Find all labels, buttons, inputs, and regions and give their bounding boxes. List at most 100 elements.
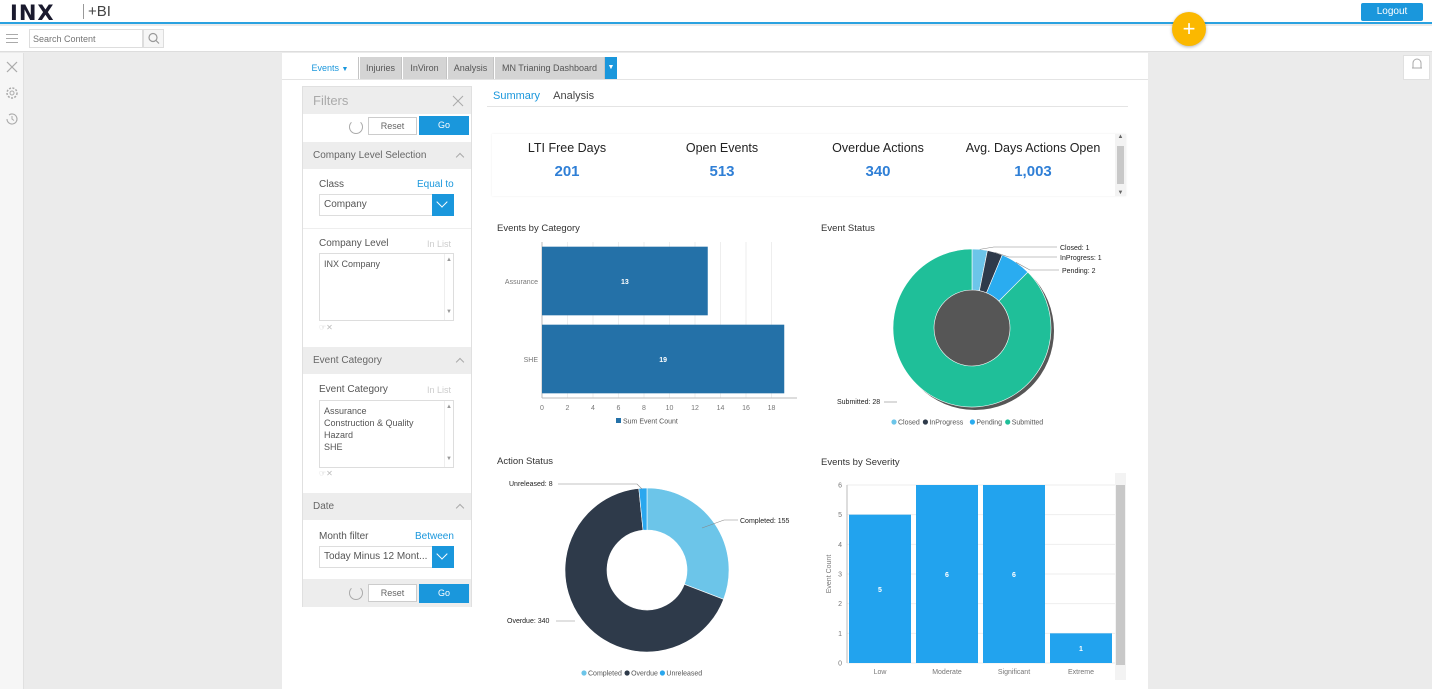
event-category-list[interactable]: Assurance Construction & Quality Hazard … <box>319 400 454 468</box>
class-operator[interactable]: Equal to <box>417 179 454 190</box>
category-label: Extreme <box>1068 669 1094 676</box>
kpi-label: Avg. Days Actions Open <box>965 141 1101 155</box>
company-level-section-header[interactable]: Company Level Selection <box>303 142 471 169</box>
donut-slice <box>646 487 730 600</box>
search-bar <box>0 26 1432 52</box>
search-button[interactable] <box>143 29 164 48</box>
month-filter-operator[interactable]: Between <box>415 531 454 542</box>
category-label: Assurance <box>505 279 538 286</box>
events-by-severity-panel: 0 1 2 3 4 5 6 5 Low 6 Moderate 6 Significant 1 Extreme… <box>817 473 1126 680</box>
logo-divider <box>83 4 84 19</box>
list-item[interactable]: Construction & Quality <box>324 418 414 428</box>
company-level-list[interactable]: INX Company ▲ ▼ <box>319 253 454 321</box>
callout-label: Pending: 2 <box>1062 268 1096 275</box>
tick-label: 10 <box>666 405 674 412</box>
subtab-summary[interactable]: Summary <box>493 90 541 102</box>
bar <box>1050 633 1112 663</box>
data-label: 19 <box>659 357 667 364</box>
legend-label: Closed <box>898 420 920 427</box>
tick-label: 0 <box>838 661 842 668</box>
tabs-more-button[interactable]: ▼ <box>605 57 617 79</box>
tab-injuries[interactable]: Injuries <box>360 57 402 79</box>
legend-swatch <box>616 418 621 423</box>
tab-mn-training-dashboard[interactable]: MN Trianing Dashboard <box>495 57 605 79</box>
callout-label: Submitted: 28 <box>837 399 880 406</box>
refresh-icon[interactable] <box>349 586 363 600</box>
list-item[interactable]: SHE <box>324 442 343 452</box>
reset-button[interactable]: Reset <box>368 584 417 602</box>
event-status-panel: Closed: 1 InProgress: 1 Pending: 2 Submitte… <box>817 240 1126 429</box>
chevron-down-icon[interactable] <box>432 194 454 216</box>
close-icon[interactable] <box>4 59 20 75</box>
go-button[interactable]: Go <box>419 116 469 135</box>
kpi-value: 513 <box>709 163 735 180</box>
kpi-value: 1,003 <box>1014 163 1052 180</box>
list-scrollbar[interactable]: ▲ ▼ <box>444 254 453 320</box>
chart-title: Events by Category <box>497 223 580 234</box>
subtab-analysis[interactable]: Analysis <box>553 90 595 102</box>
list-item[interactable]: INX Company <box>324 259 381 269</box>
month-filter-label: Month filter <box>319 531 369 542</box>
class-select[interactable]: Company <box>319 194 454 216</box>
tab-events[interactable]: Events ▼ <box>302 57 359 79</box>
close-filters-icon[interactable] <box>452 94 464 107</box>
app-logo-suffix: +BI <box>88 3 111 20</box>
divider <box>303 228 471 229</box>
refresh-icon[interactable] <box>349 120 363 134</box>
tabs-divider <box>282 79 1148 80</box>
event-category-operator[interactable]: In List <box>427 385 452 395</box>
list-item[interactable]: Assurance <box>324 406 367 416</box>
date-section-header[interactable]: Date <box>303 493 471 520</box>
callout-label: Unreleased: 8 <box>509 481 553 488</box>
search-input[interactable] <box>29 29 143 48</box>
clear-selection-icon[interactable]: ☞✕ <box>319 469 333 478</box>
list-item[interactable]: Hazard <box>324 430 354 440</box>
callout-line <box>994 252 1057 258</box>
subtab-divider <box>487 106 1128 107</box>
menu-icon[interactable] <box>6 34 18 43</box>
tick-label: 5 <box>838 512 842 519</box>
event-status-chart: Closed: 1 InProgress: 1 Pending: 2 Submitte… <box>837 245 1102 427</box>
category-label: Moderate <box>932 669 962 676</box>
logout-button[interactable]: Logout <box>1361 3 1423 21</box>
history-icon[interactable] <box>4 111 20 127</box>
data-label: 5 <box>878 587 882 594</box>
chevron-down-icon[interactable] <box>432 546 454 568</box>
data-label: 6 <box>1012 572 1016 579</box>
tab-inviron[interactable]: InViron <box>403 57 447 79</box>
add-content-button[interactable]: + <box>1172 12 1206 46</box>
tick-label: 6 <box>617 405 621 412</box>
company-level-operator[interactable]: In List <box>427 239 452 249</box>
kpi-value: 340 <box>865 163 891 180</box>
tick-label: 6 <box>838 483 842 490</box>
legend-marker <box>659 670 665 676</box>
notification-bell-icon[interactable] <box>1403 55 1430 80</box>
list-scrollbar[interactable]: ▲ ▼ <box>444 401 453 467</box>
go-button[interactable]: Go <box>419 584 469 603</box>
chart-title: Events by Severity <box>821 457 900 468</box>
callout-label: Completed: 155 <box>740 518 790 525</box>
bar <box>916 485 978 663</box>
kpi-label: LTI Free Days <box>527 141 607 155</box>
tick-label: 14 <box>717 405 725 412</box>
axis-title: Event Count <box>826 555 833 594</box>
bar <box>849 514 911 663</box>
clear-selection-icon[interactable]: ☞✕ <box>319 323 333 332</box>
filters-title: Filters <box>303 87 471 114</box>
legend-label: Pending <box>976 420 1002 427</box>
legend-label: Overdue <box>631 671 658 678</box>
legend-label: Completed <box>588 671 622 678</box>
bar <box>983 485 1045 663</box>
category-label: Significant <box>998 669 1030 676</box>
tick-label: 2 <box>838 601 842 608</box>
gear-icon[interactable] <box>4 85 20 101</box>
tab-analysis[interactable]: Analysis <box>448 57 494 79</box>
legend-label: Unreleased <box>666 671 702 678</box>
kpi-scrollbar[interactable]: ▲ ▼ <box>1115 134 1126 196</box>
reset-button[interactable]: Reset <box>368 117 417 135</box>
app-logo: INX <box>10 1 55 25</box>
chart-title: Event Status <box>821 223 875 234</box>
event-category-section-header[interactable]: Event Category <box>303 347 471 374</box>
legend-label: Submitted <box>1012 420 1044 427</box>
month-filter-select[interactable]: Today Minus 12 Mont... <box>319 546 454 568</box>
